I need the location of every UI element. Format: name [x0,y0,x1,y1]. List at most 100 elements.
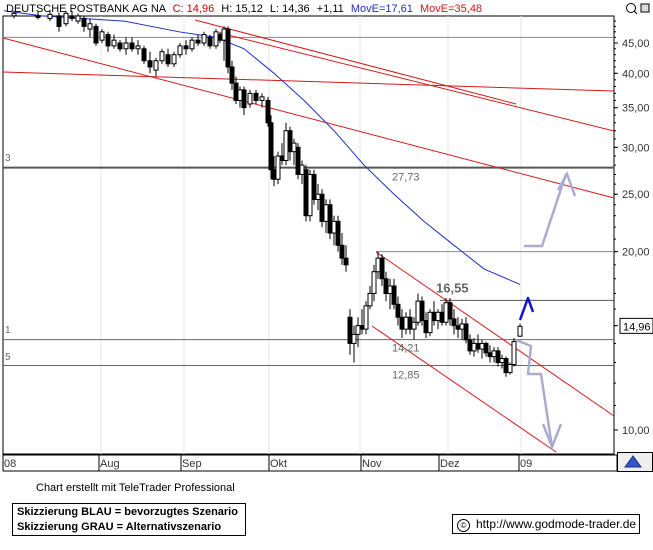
candle-body [399,316,405,330]
candle-body [455,325,461,330]
candle-body [69,15,75,19]
candle [229,60,235,90]
candle [287,126,293,161]
level-label: 16,55 [436,280,469,295]
candle [75,13,81,24]
candle-body [463,323,469,341]
settings-icon[interactable] [640,3,650,13]
copyright-icon: © [457,519,470,532]
legend-gray: Skizzierung GRAU = Alternativszenario [17,521,222,533]
current-price-tag: 14,96 [619,317,653,334]
candle-body [171,54,177,65]
candle [311,169,317,205]
change-value: +1,11 [317,3,344,15]
candle [63,10,69,27]
moving-average-line [3,10,521,285]
candle [355,317,361,348]
candle-body [253,92,259,101]
chart-credit: Chart erstellt mit TeleTrader Profession… [36,482,235,494]
candle [268,115,274,180]
candle-body [177,45,183,56]
candle-body [331,220,337,234]
candle [165,48,171,67]
y-tick-label: 45,00 [622,38,650,50]
candle [391,278,397,310]
left-edge-label: 5 [5,352,11,363]
candle-body [87,23,93,30]
candle-body [265,99,271,124]
window-controls[interactable] [624,1,652,15]
candle [247,89,253,108]
low-value: L: 14,36 [270,3,310,15]
x-axis-ticks: 08 Aug Sep Okt Nov Dez 09 [2,455,532,471]
zoom-icon-handle [633,10,638,15]
candle [335,215,341,252]
candle-body [299,164,305,175]
level-label: 12,85 [392,369,420,381]
trend-line [375,251,615,417]
candle-body [117,42,123,50]
y-tick-label: 25,00 [622,189,650,201]
candle [517,323,523,337]
left-edge-label: 1 [5,325,11,336]
candle-body [391,285,397,305]
source-link[interactable]: © http://www.godmode-trader.de [452,514,640,534]
trend-line [2,37,615,199]
candle [189,37,195,52]
candle-body [259,96,265,101]
candle-body [479,342,485,350]
candle-body [111,39,117,47]
candle-body [439,311,445,323]
candle-body [431,311,437,322]
arrow-up-icon [624,455,642,468]
candle [319,189,325,228]
candle-body [375,257,381,273]
candle [117,40,123,52]
y-tick-label: 10,00 [622,425,650,437]
candle-body [311,173,317,200]
scenario-legend: Skizzierung BLAU = bevorzugtes Szenario … [12,503,246,536]
candle-body [447,302,453,320]
candle [147,51,153,74]
trend-line [371,325,557,453]
candle-body [327,204,333,234]
x-tick-label: Okt [270,458,287,470]
candle [367,286,373,310]
candle-body [241,89,247,109]
candle [411,317,417,340]
candle [463,317,469,344]
candle-body [279,155,285,162]
y-tick-label: 20,00 [622,247,650,259]
candle [207,34,213,49]
candle-body [141,48,147,62]
candle [135,40,141,55]
candle-body [495,350,501,363]
candle [56,12,62,32]
svg-text:DEUTSCHE POSTBANK AG NA C:: DEUTSCHE POSTBANK AG NA C: 14,96 H: 15,1… [6,3,482,15]
x-grid [100,16,522,454]
candle [275,151,281,185]
left-edge-labels: 3 1 5 [5,153,11,363]
candle-body [129,42,135,50]
candle [35,11,41,20]
zoom-icon[interactable] [626,3,636,13]
candle-body [363,305,369,330]
plot-area [2,15,615,455]
scenario-sketches [515,171,577,451]
candle [153,57,159,77]
candle [507,362,513,375]
corner-scroll-button[interactable] [617,452,653,472]
blue-scenario-path [518,296,535,321]
candle-body [483,342,489,354]
candle-body [183,45,189,50]
candle [363,301,369,335]
candle-body [387,285,393,294]
source-url[interactable]: http://www.godmode-trader.de [476,517,637,531]
candle-body [459,323,465,330]
candle [213,29,219,49]
legend-blue: Skizzierung BLAU = bevorzugtes Szenario [17,506,238,518]
candle [123,37,129,55]
y-tick-label: 35,00 [622,103,650,115]
